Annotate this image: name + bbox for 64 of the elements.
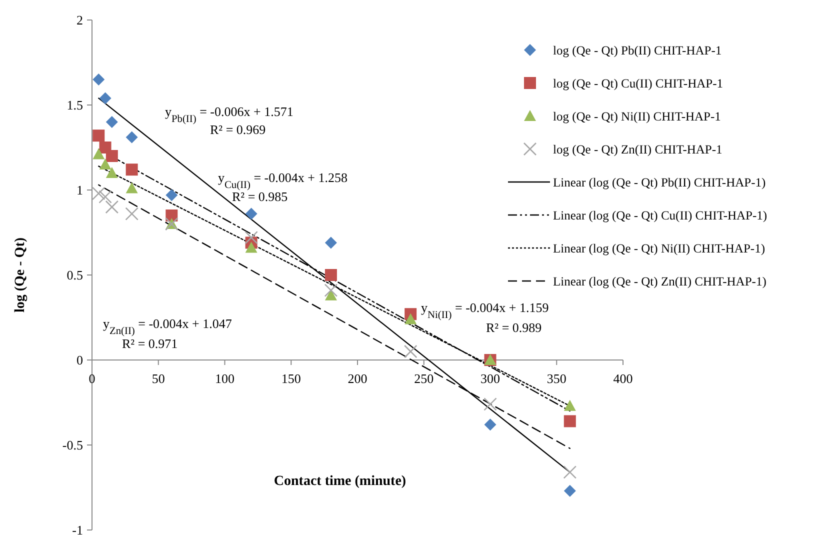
annotation: y$_{Pb(II)}$ = -0.006x + 1.571: [165, 104, 294, 124]
point: [126, 164, 138, 176]
x-tick-label: 250: [414, 371, 434, 386]
legend-label: log (Qe - Qt) Zn(II) CHIT-HAP-1: [553, 142, 722, 156]
legend-label: Linear (log (Qe - Qt) Cu(II) CHIT-HAP-1): [553, 208, 768, 222]
point: [92, 186, 106, 200]
point: [92, 148, 105, 160]
point: [244, 230, 258, 244]
x-tick-label: 150: [281, 371, 301, 386]
annotation: R² = 0.969: [210, 122, 266, 137]
y-tick-label: 2: [76, 12, 83, 28]
point: [564, 484, 576, 497]
point: [99, 92, 112, 104]
legend-label: log (Qe - Qt) Ni(II) CHIT-HAP-1: [553, 109, 721, 124]
point: [484, 418, 496, 431]
point: [126, 182, 138, 194]
x-tick-label: 300: [480, 371, 500, 386]
point: [324, 284, 338, 297]
point: [484, 398, 497, 411]
annotation: y$_{Ni(II)}$ = -0.004x + 1.159: [421, 300, 549, 320]
point: [324, 236, 337, 249]
point: [106, 167, 118, 178]
y-tick-label: 0: [76, 352, 83, 368]
point: [98, 190, 112, 204]
point: [166, 189, 178, 202]
point: [92, 74, 105, 86]
legend-label: Linear (log (Qe - Qt) Ni(II) CHIT-HAP-1): [553, 241, 765, 256]
annotation: R² = 0.985: [232, 189, 288, 204]
annotation: R² = 0.989: [486, 320, 542, 335]
y-axis-title: log (Qe - Qt): [13, 237, 28, 313]
legend-label: log (Qe - Qt) Cu(II) CHIT-HAP-1: [553, 76, 723, 90]
point: [125, 207, 138, 220]
y-tick-label: 1: [76, 182, 83, 198]
point: [105, 200, 119, 214]
x-tick-label: 350: [546, 371, 566, 386]
annotation: y$_{Cu(II)}$ = -0.004x + 1.258: [218, 170, 348, 190]
x-tick-label: 400: [613, 371, 633, 386]
x-tick-label: 200: [348, 371, 368, 386]
legend-label: log (Qe - Qt) Pb(II) CHIT-HAP-1: [553, 43, 722, 58]
annotation: R² = 0.971: [122, 336, 178, 351]
point: [404, 344, 418, 358]
legend-label: Linear (log (Qe - Qt) Pb(II) CHIT-HAP-1): [553, 175, 766, 190]
point: [245, 208, 258, 220]
x-axis-title: Contact time (minute): [274, 474, 406, 489]
legend-label: Linear (log (Qe - Qt) Zn(II) CHIT-HAP-1): [553, 274, 766, 288]
x-tick-label: 100: [215, 371, 234, 386]
x-tick-label: 50: [152, 371, 165, 386]
y-tick-label: 0.5: [66, 268, 83, 283]
y-tick-label: 1.5: [66, 98, 83, 113]
point: [126, 131, 138, 144]
point: [404, 313, 417, 324]
point: [106, 116, 118, 128]
x-tick-label: 0: [88, 371, 96, 386]
point: [564, 415, 576, 428]
point: [564, 400, 576, 411]
point: [563, 466, 577, 479]
y-tick-label: -1: [72, 522, 83, 535]
point: [245, 242, 258, 253]
point: [324, 269, 337, 281]
point: [99, 158, 112, 170]
annotation: y$_{Zn(II)}$ = -0.004x + 1.047: [103, 316, 232, 336]
y-tick-label: -0.5: [62, 438, 83, 453]
point: [92, 130, 105, 142]
point: [106, 150, 118, 162]
